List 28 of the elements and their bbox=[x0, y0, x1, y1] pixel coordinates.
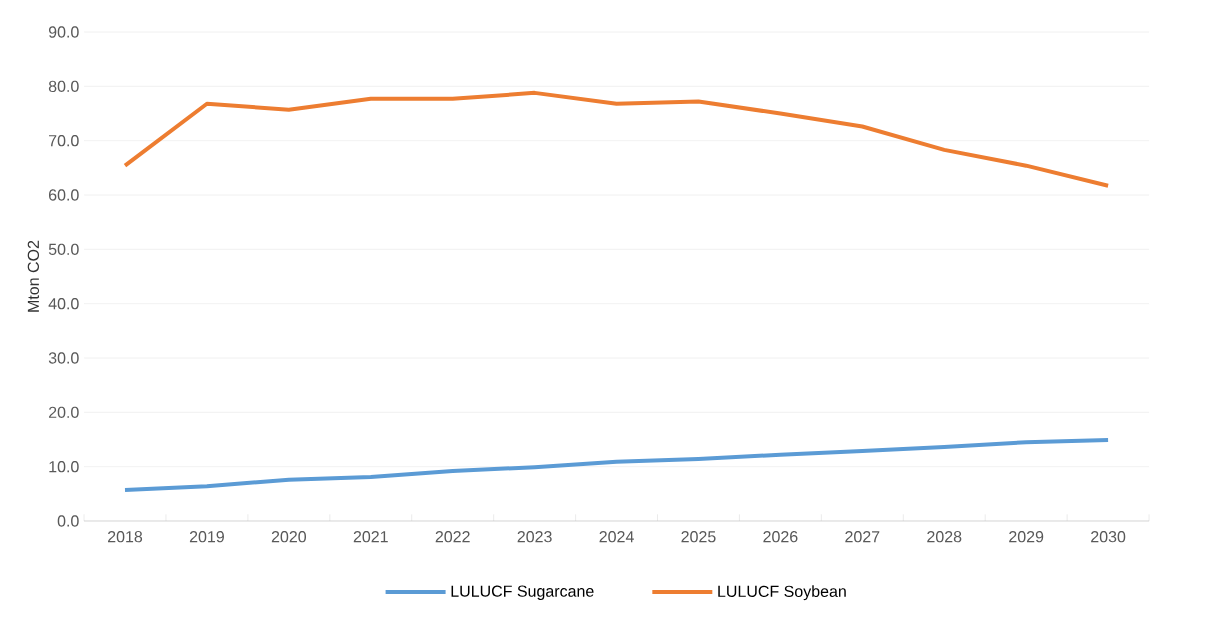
x-tick-label: 2027 bbox=[845, 531, 880, 543]
y-tick-label: 30.0 bbox=[48, 352, 79, 364]
y-tick-label: 70.0 bbox=[49, 135, 79, 147]
x-tick-label: 2019 bbox=[189, 531, 224, 543]
x-tick-label: 2030 bbox=[1091, 531, 1126, 543]
y-tick-label: 40.0 bbox=[48, 298, 79, 310]
x-tick-label: 2028 bbox=[927, 531, 962, 543]
x-tick-label: 2029 bbox=[1009, 531, 1044, 543]
y-tick-label: 60.0 bbox=[49, 189, 79, 201]
y-tick-label: 80.0 bbox=[48, 80, 79, 92]
x-tick-label: 2025 bbox=[681, 531, 716, 543]
x-tick-label: 2022 bbox=[435, 531, 470, 543]
y-tick-label: 90.0 bbox=[48, 26, 79, 38]
x-tick-label: 2026 bbox=[763, 531, 798, 543]
x-tick-label: 2020 bbox=[271, 531, 307, 543]
y-tick-label: 10.0 bbox=[49, 461, 79, 473]
x-tick-label: 2024 bbox=[599, 531, 634, 543]
y-tick-label: 0.0 bbox=[57, 515, 79, 527]
y-axis-title: Mton CO2 bbox=[27, 240, 40, 312]
x-tick-label: 2021 bbox=[353, 531, 388, 543]
x-tick-label: 2018 bbox=[108, 531, 143, 543]
y-tick-label: 50.0 bbox=[48, 243, 79, 255]
legend-label: LULUCF Sugarcane bbox=[451, 585, 594, 600]
x-tick-label: 2023 bbox=[517, 531, 552, 543]
line-series bbox=[123, 438, 1111, 493]
legend-label: LULUCF Soybean bbox=[718, 585, 846, 601]
y-tick-label: 20.0 bbox=[48, 406, 79, 418]
line-series bbox=[123, 90, 1111, 188]
